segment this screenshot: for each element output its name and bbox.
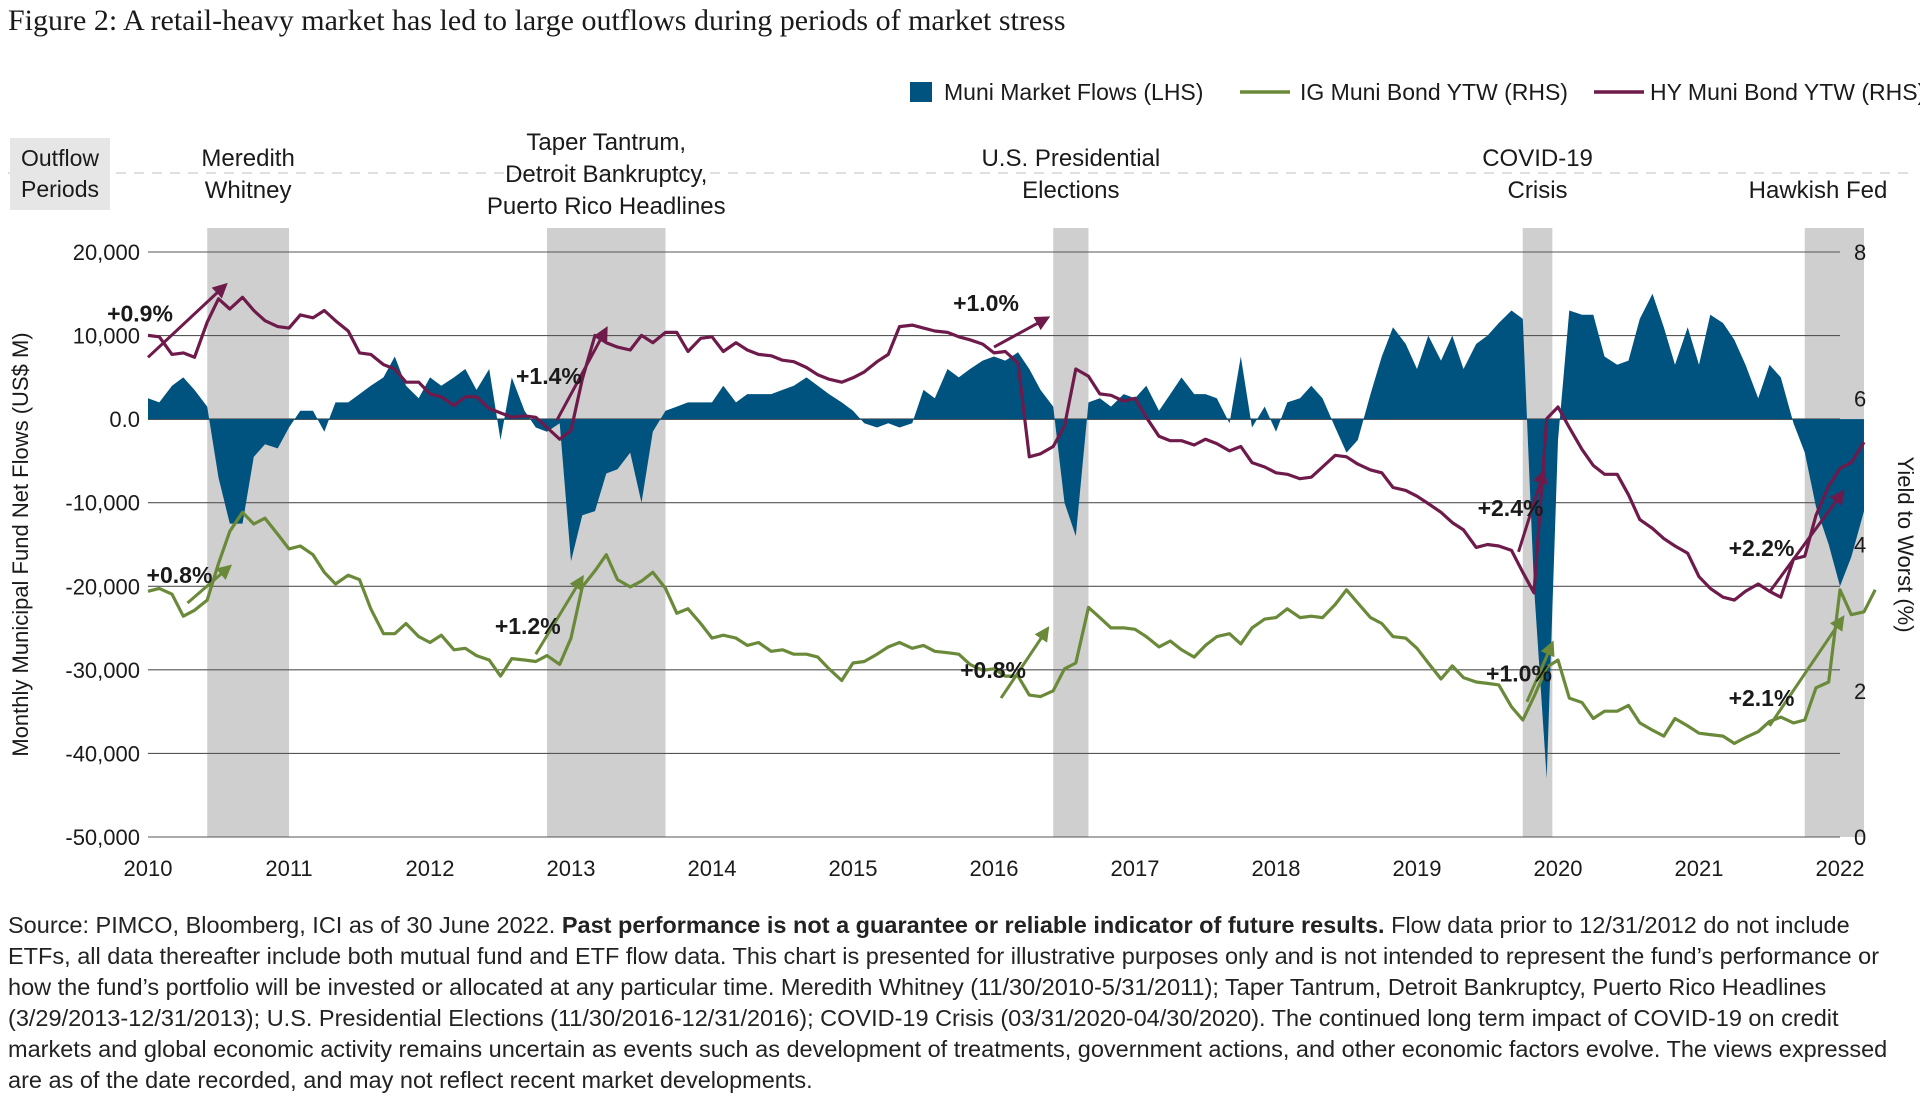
outflow-period-label: Crisis [1508, 177, 1568, 204]
annotation-label: +2.4% [1478, 495, 1544, 521]
x-tick-label: 2015 [829, 856, 878, 881]
series-line-hy-ytw [147, 295, 1866, 602]
annotation-label: +2.2% [1729, 535, 1795, 561]
legend-label-hy: HY Muni Bond YTW (RHS) [1650, 79, 1920, 105]
x-tick-label: 2019 [1393, 856, 1442, 881]
legend-label-flows: Muni Market Flows (LHS) [944, 79, 1203, 105]
y-right-axis-label: Yield to Worst (%) [1893, 456, 1918, 632]
legend-label-ig: IG Muni Bond YTW (RHS) [1300, 79, 1568, 105]
outflow-band [1053, 228, 1089, 837]
y-left-tick-label: -50,000 [65, 825, 140, 850]
x-tick-label: 2010 [124, 856, 173, 881]
y-right-tick-label: 4 [1854, 533, 1866, 558]
flow-area [148, 293, 1864, 779]
series-area-muni-flows [148, 293, 1864, 779]
annotation-label: +0.9% [107, 300, 173, 326]
y-left-tick-label: 0.0 [109, 407, 140, 432]
annotation-label: +0.8% [147, 562, 213, 588]
series-line-ig-ytw [147, 510, 1877, 746]
outflow-periods-box [10, 138, 110, 210]
annotation-arrow [186, 564, 233, 605]
outflow-period-label: Detroit Bankruptcy, [505, 161, 707, 188]
outflow-period-label: Elections [1022, 177, 1119, 204]
annotation-arrow [146, 282, 228, 359]
y-left-tick-label: -20,000 [65, 574, 140, 599]
annotation-arrow [1517, 468, 1548, 553]
annotation-arrow [534, 574, 584, 655]
annotation-arrow [1768, 615, 1845, 727]
x-tick-label: 2020 [1534, 856, 1583, 881]
outflow-bands [207, 228, 1864, 837]
x-tick-label: 2016 [970, 856, 1019, 881]
outflow-periods-label: Outflow [21, 145, 99, 171]
chart: +0.9% +0.8% +1.4% +1.2% +1.0% +0.8% +2.4% +1.0%… [8, 79, 1920, 881]
axes: 20,000 10,000 0.0 -10,000 -20,000 -30,000 -40,… [8, 240, 1918, 881]
x-tick-label: 2011 [265, 856, 312, 881]
annotation-label: +2.1% [1729, 685, 1795, 711]
figure-title: Figure 2: A retail-heavy market has led … [8, 4, 1066, 37]
yield-lines [147, 295, 1877, 746]
x-tick-label: 2021 [1675, 856, 1724, 881]
source-note-disclaimer: Past performance is not a guarantee or r… [561, 912, 1385, 938]
x-tick-label: 2022 [1816, 856, 1865, 881]
outflow-periods-label: Periods [21, 176, 99, 202]
y-right-tick-label: 2 [1854, 679, 1866, 704]
annotation-label: +1.2% [495, 613, 561, 639]
outflow-period-label: U.S. Presidential [981, 145, 1160, 172]
annotation-arrow [1768, 489, 1845, 593]
x-tick-label: 2013 [547, 856, 596, 881]
y-left-axis-label: Monthly Municipal Fund Net Flows (US$ M) [8, 332, 33, 756]
outflow-period-label: Puerto Rico Headlines [487, 193, 726, 220]
annotation-arrow [1525, 640, 1555, 703]
annotations: +0.9% +0.8% +1.4% +1.2% +1.0% +0.8% +2.4% +1.0%… [107, 282, 1845, 727]
annotation-label: +1.0% [1486, 661, 1552, 687]
annotation-label: +1.0% [953, 290, 1019, 316]
y-left-tick-label: 10,000 [73, 324, 140, 349]
y-left-tick-label: -40,000 [65, 741, 140, 766]
x-tick-label: 2014 [688, 856, 737, 881]
source-note: Source: PIMCO, Bloomberg, ICI as of 30 J… [8, 910, 1908, 1096]
x-tick-label: 2012 [406, 856, 455, 881]
source-note-details: Flow data prior to 12/31/2012 do not inc… [8, 912, 1888, 1093]
outflow-period-label: Whitney [205, 177, 292, 204]
y-left-tick-label: -30,000 [65, 658, 140, 683]
y-right-tick-label: 8 [1854, 240, 1866, 265]
legend: Muni Market Flows (LHS) IG Muni Bond YTW … [910, 79, 1920, 105]
outflow-band [547, 228, 666, 837]
annotation-label: +1.4% [516, 363, 582, 389]
y-right-tick-label: 6 [1854, 386, 1866, 411]
legend-swatch-flows [910, 82, 932, 102]
y-left-tick-label: -10,000 [65, 491, 140, 516]
outflow-period-label: Meredith [201, 145, 294, 172]
annotation-arrow [999, 626, 1050, 699]
source-note-text: Source: PIMCO, Bloomberg, ICI as of 30 J… [8, 912, 562, 938]
outflow-period-label: COVID-19 [1482, 145, 1593, 172]
annotation-arrow [993, 316, 1051, 349]
y-right-tick-label: 0 [1854, 825, 1866, 850]
outflow-period-labels: Outflow Periods Meredith Whitney Taper Tantr… [8, 129, 1912, 220]
outflow-period-label: Hawkish Fed [1749, 177, 1888, 204]
outflow-period-label: Taper Tantrum, [526, 129, 686, 156]
x-tick-label: 2017 [1111, 856, 1160, 881]
y-left-tick-label: 20,000 [73, 240, 140, 265]
annotation-label: +0.8% [960, 657, 1026, 683]
x-tick-label: 2018 [1252, 856, 1301, 881]
annotation-arrow [555, 326, 608, 421]
